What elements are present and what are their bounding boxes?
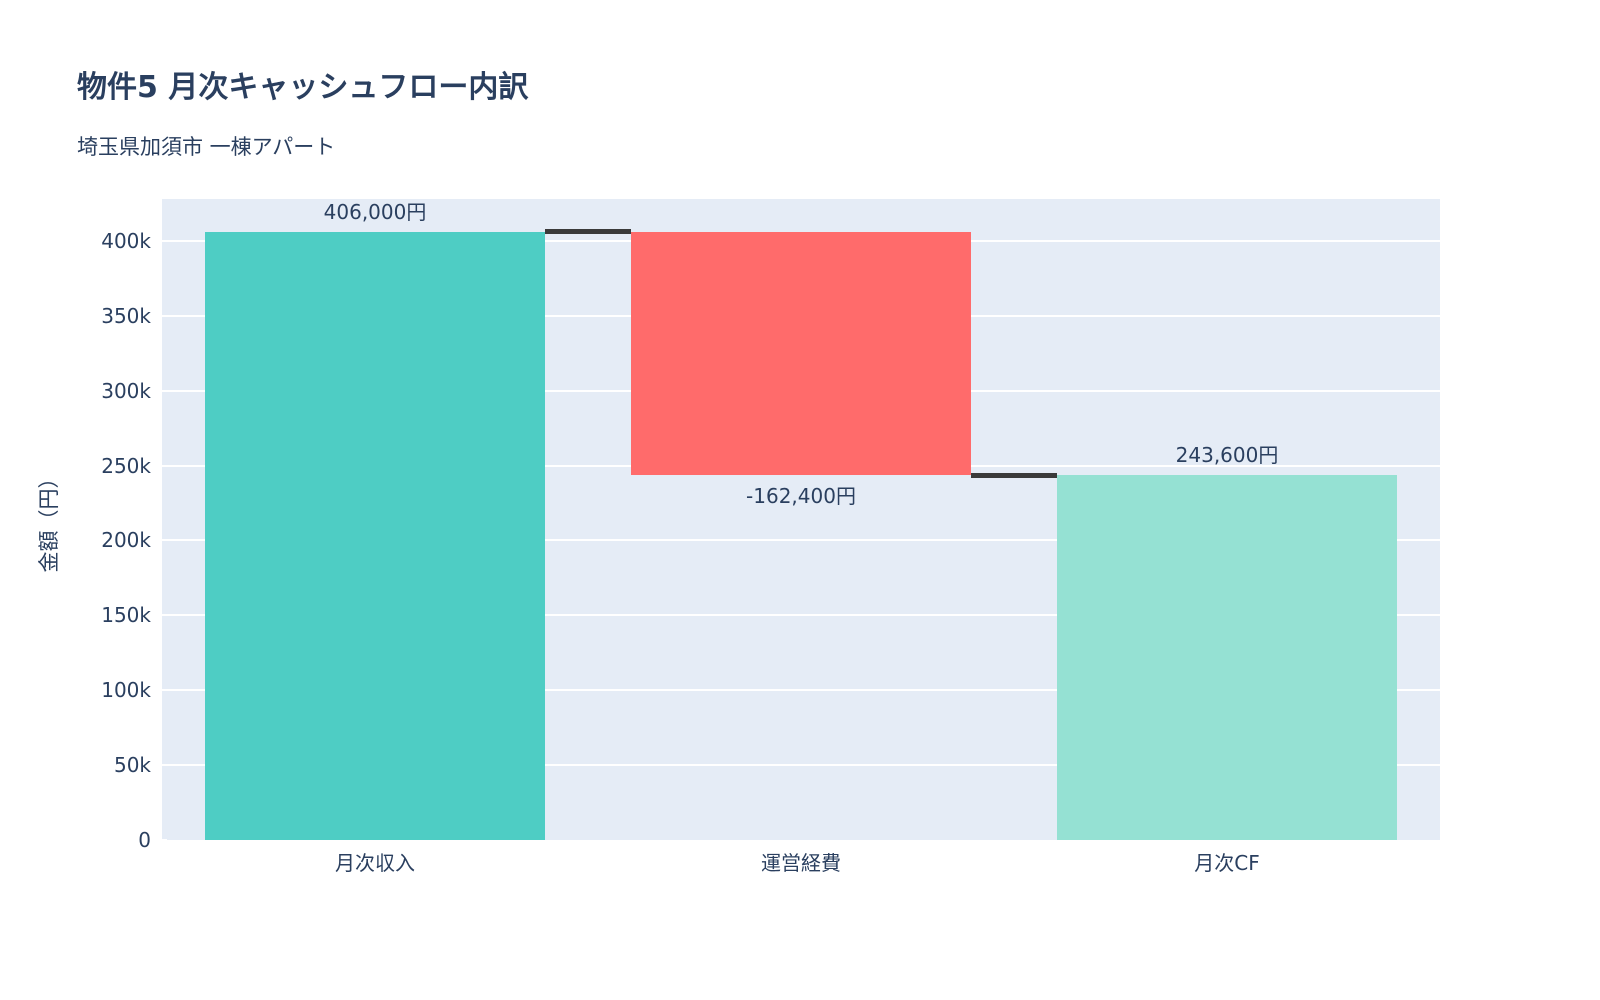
x-tick-label: 運営経費 (761, 851, 841, 875)
chart-title: 物件5 月次キャッシュフロー内訳 (77, 70, 529, 105)
x-tick-label: 月次収入 (335, 851, 415, 875)
y-tick-label: 150k (101, 603, 151, 628)
y-tick-mark (157, 689, 167, 692)
bar-value-label: 406,000円 (323, 199, 427, 224)
bar-value-label: -162,400円 (746, 484, 856, 509)
y-tick-mark (157, 614, 167, 617)
y-tick-mark (157, 389, 167, 392)
y-tick-mark (157, 839, 167, 841)
y-tick-label: 350k (101, 303, 151, 328)
y-tick-label: 100k (101, 678, 151, 703)
y-tick-label: 50k (113, 753, 151, 778)
waterfall-bar[interactable] (630, 231, 972, 476)
y-tick-mark (157, 764, 167, 767)
gridline (162, 614, 1440, 617)
y-axis: 0 50k 100k 150k 200k 250k 300k 350k 400k (0, 199, 157, 852)
y-tick-label: 400k (101, 228, 151, 253)
y-tick-mark (157, 314, 167, 317)
chart-subtitle: 埼玉県加須市 一棟アパート (77, 135, 336, 159)
y-tick-label: 300k (101, 378, 151, 403)
bar-value-label: 243,600円 (1175, 443, 1279, 468)
x-axis: 月次収入 運営経費 月次CF (162, 840, 1440, 880)
y-tick-mark (157, 539, 167, 542)
y-tick-mark (157, 239, 167, 242)
connector-line (971, 472, 1057, 478)
gridline (162, 539, 1440, 542)
gridline (162, 689, 1440, 692)
y-tick-mark (157, 464, 167, 467)
gridline (162, 764, 1440, 767)
y-tick-label: 250k (101, 453, 151, 478)
x-tick-label: 月次CF (1194, 851, 1260, 875)
waterfall-bar[interactable] (1056, 475, 1398, 840)
waterfall-bar[interactable] (204, 231, 546, 840)
y-tick-label: 200k (101, 528, 151, 553)
plot-area: 406,000円 -162,400円 243,600円 (157, 199, 1440, 841)
y-tick-label: 0 (138, 828, 151, 852)
connector-line (545, 229, 631, 235)
